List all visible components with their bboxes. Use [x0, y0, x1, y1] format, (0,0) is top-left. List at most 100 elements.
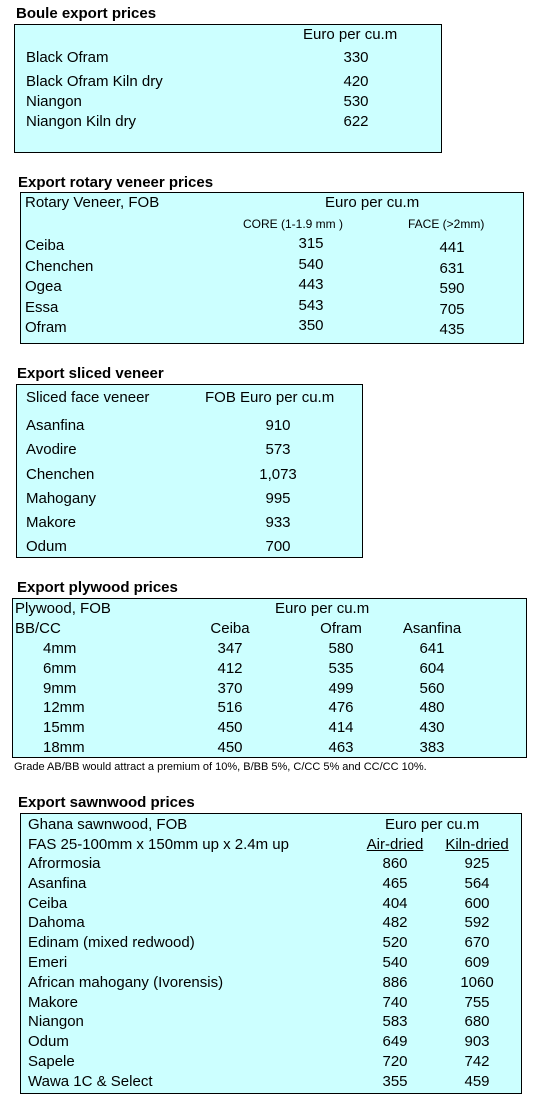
species: Ceiba: [25, 237, 65, 254]
column-header: FACE (>2mm): [408, 217, 485, 231]
price: 583: [382, 1013, 408, 1031]
species: Emeri: [28, 954, 68, 971]
price: 604: [419, 660, 445, 677]
species: Ceiba: [28, 894, 68, 912]
species: Niangon: [28, 1013, 84, 1031]
footnote: Grade AB/BB would attract a premium of 1…: [14, 761, 427, 773]
thickness: 9mm: [43, 680, 77, 697]
column-header: Ofram: [320, 620, 362, 637]
price: 350: [298, 317, 324, 334]
species: African mahogany (Ivorensis): [28, 973, 224, 991]
table-header: Plywood, FOB: [15, 600, 111, 617]
price: 420: [343, 73, 369, 90]
price: 347: [217, 640, 243, 657]
section-title: Export sawnwood prices: [18, 794, 195, 811]
rotary-table: [20, 192, 524, 344]
species: Sapele: [28, 1053, 75, 1070]
species: Ogea: [25, 278, 62, 295]
species: Black Ofram Kiln dry: [26, 73, 163, 90]
section-title: Export plywood prices: [17, 579, 178, 596]
price: 459: [464, 1072, 490, 1090]
spec-header: FAS 25-100mm x 150mm up x 2.4m up: [28, 836, 289, 853]
price: 742: [464, 1053, 490, 1070]
boule-table: [14, 24, 442, 153]
column-header: Asanfina: [402, 620, 462, 637]
price: 404: [382, 894, 408, 912]
section-title: Export sliced veneer: [17, 365, 164, 382]
column-header: CORE (1-1.9 mm ): [243, 217, 344, 231]
species: Afrormosia: [28, 855, 101, 872]
price: 330: [343, 49, 369, 66]
price: 540: [382, 954, 408, 971]
price: 543: [298, 297, 324, 314]
price: 609: [464, 954, 490, 971]
species: Niangon: [26, 93, 82, 110]
price: 499: [328, 680, 354, 697]
species: Makore: [28, 993, 79, 1011]
section-title: Export rotary veneer prices: [18, 174, 214, 191]
price: 560: [419, 680, 445, 697]
species: Avodire: [26, 441, 77, 458]
column-header: Air-dried: [366, 836, 424, 853]
price: 700: [265, 538, 291, 555]
price: 520: [382, 934, 408, 952]
column-header: Ceiba: [210, 620, 250, 637]
column-header: Euro per cu.m: [303, 26, 398, 43]
price: 443: [298, 276, 324, 293]
species: Ofram: [25, 319, 67, 336]
price: 755: [464, 993, 490, 1011]
column-header: Kiln-dried: [445, 836, 509, 853]
price: 530: [343, 93, 369, 110]
price: 670: [464, 934, 490, 952]
price: 450: [217, 719, 243, 736]
price: 480: [419, 699, 445, 716]
species: Black Ofram: [26, 49, 109, 66]
species: Asanfina: [26, 417, 85, 434]
plywood-table: [12, 598, 527, 758]
price: 933: [265, 514, 291, 531]
unit-header: Euro per cu.m: [275, 600, 370, 617]
thickness: 18mm: [43, 739, 85, 756]
price: 383: [419, 739, 445, 756]
price: 910: [265, 417, 291, 434]
price: 414: [328, 719, 354, 736]
species: Mahogany: [26, 490, 97, 507]
price: 465: [382, 874, 408, 892]
price: 580: [328, 640, 354, 657]
section-title: Boule export prices: [16, 5, 157, 22]
table-header: Rotary Veneer, FOB: [25, 194, 160, 211]
table-header: Ghana sawnwood, FOB: [28, 816, 188, 833]
price: 355: [382, 1072, 408, 1090]
sawnwood-table: [20, 813, 522, 1094]
price: 564: [464, 874, 490, 892]
species: Niangon Kiln dry: [26, 113, 137, 130]
column-header: FOB Euro per cu.m: [205, 389, 335, 406]
price: 860: [382, 855, 408, 872]
species: Asanfina: [28, 874, 87, 892]
species: Essa: [25, 299, 59, 316]
price: 441: [439, 239, 465, 256]
price: 641: [419, 640, 445, 657]
species: Chenchen: [26, 466, 95, 483]
price: 482: [382, 914, 408, 932]
price: 535: [328, 660, 354, 677]
price: 315: [298, 235, 324, 252]
thickness: 15mm: [43, 719, 85, 736]
unit-header: Euro per cu.m: [385, 816, 480, 833]
unit-header: Euro per cu.m: [325, 194, 420, 211]
thickness: 6mm: [43, 660, 77, 677]
price: 631: [439, 260, 465, 277]
price: 430: [419, 719, 445, 736]
sliced-table: [16, 384, 363, 558]
price: 476: [328, 699, 354, 716]
thickness: 12mm: [43, 699, 85, 716]
price: 622: [343, 113, 369, 130]
grade-header: BB/CC: [15, 620, 61, 637]
species: Odum: [28, 1033, 69, 1051]
price: 680: [464, 1013, 490, 1031]
species: Dahoma: [28, 914, 85, 932]
price: 516: [217, 699, 243, 716]
price: 450: [217, 739, 243, 756]
price: 1060: [460, 973, 494, 991]
